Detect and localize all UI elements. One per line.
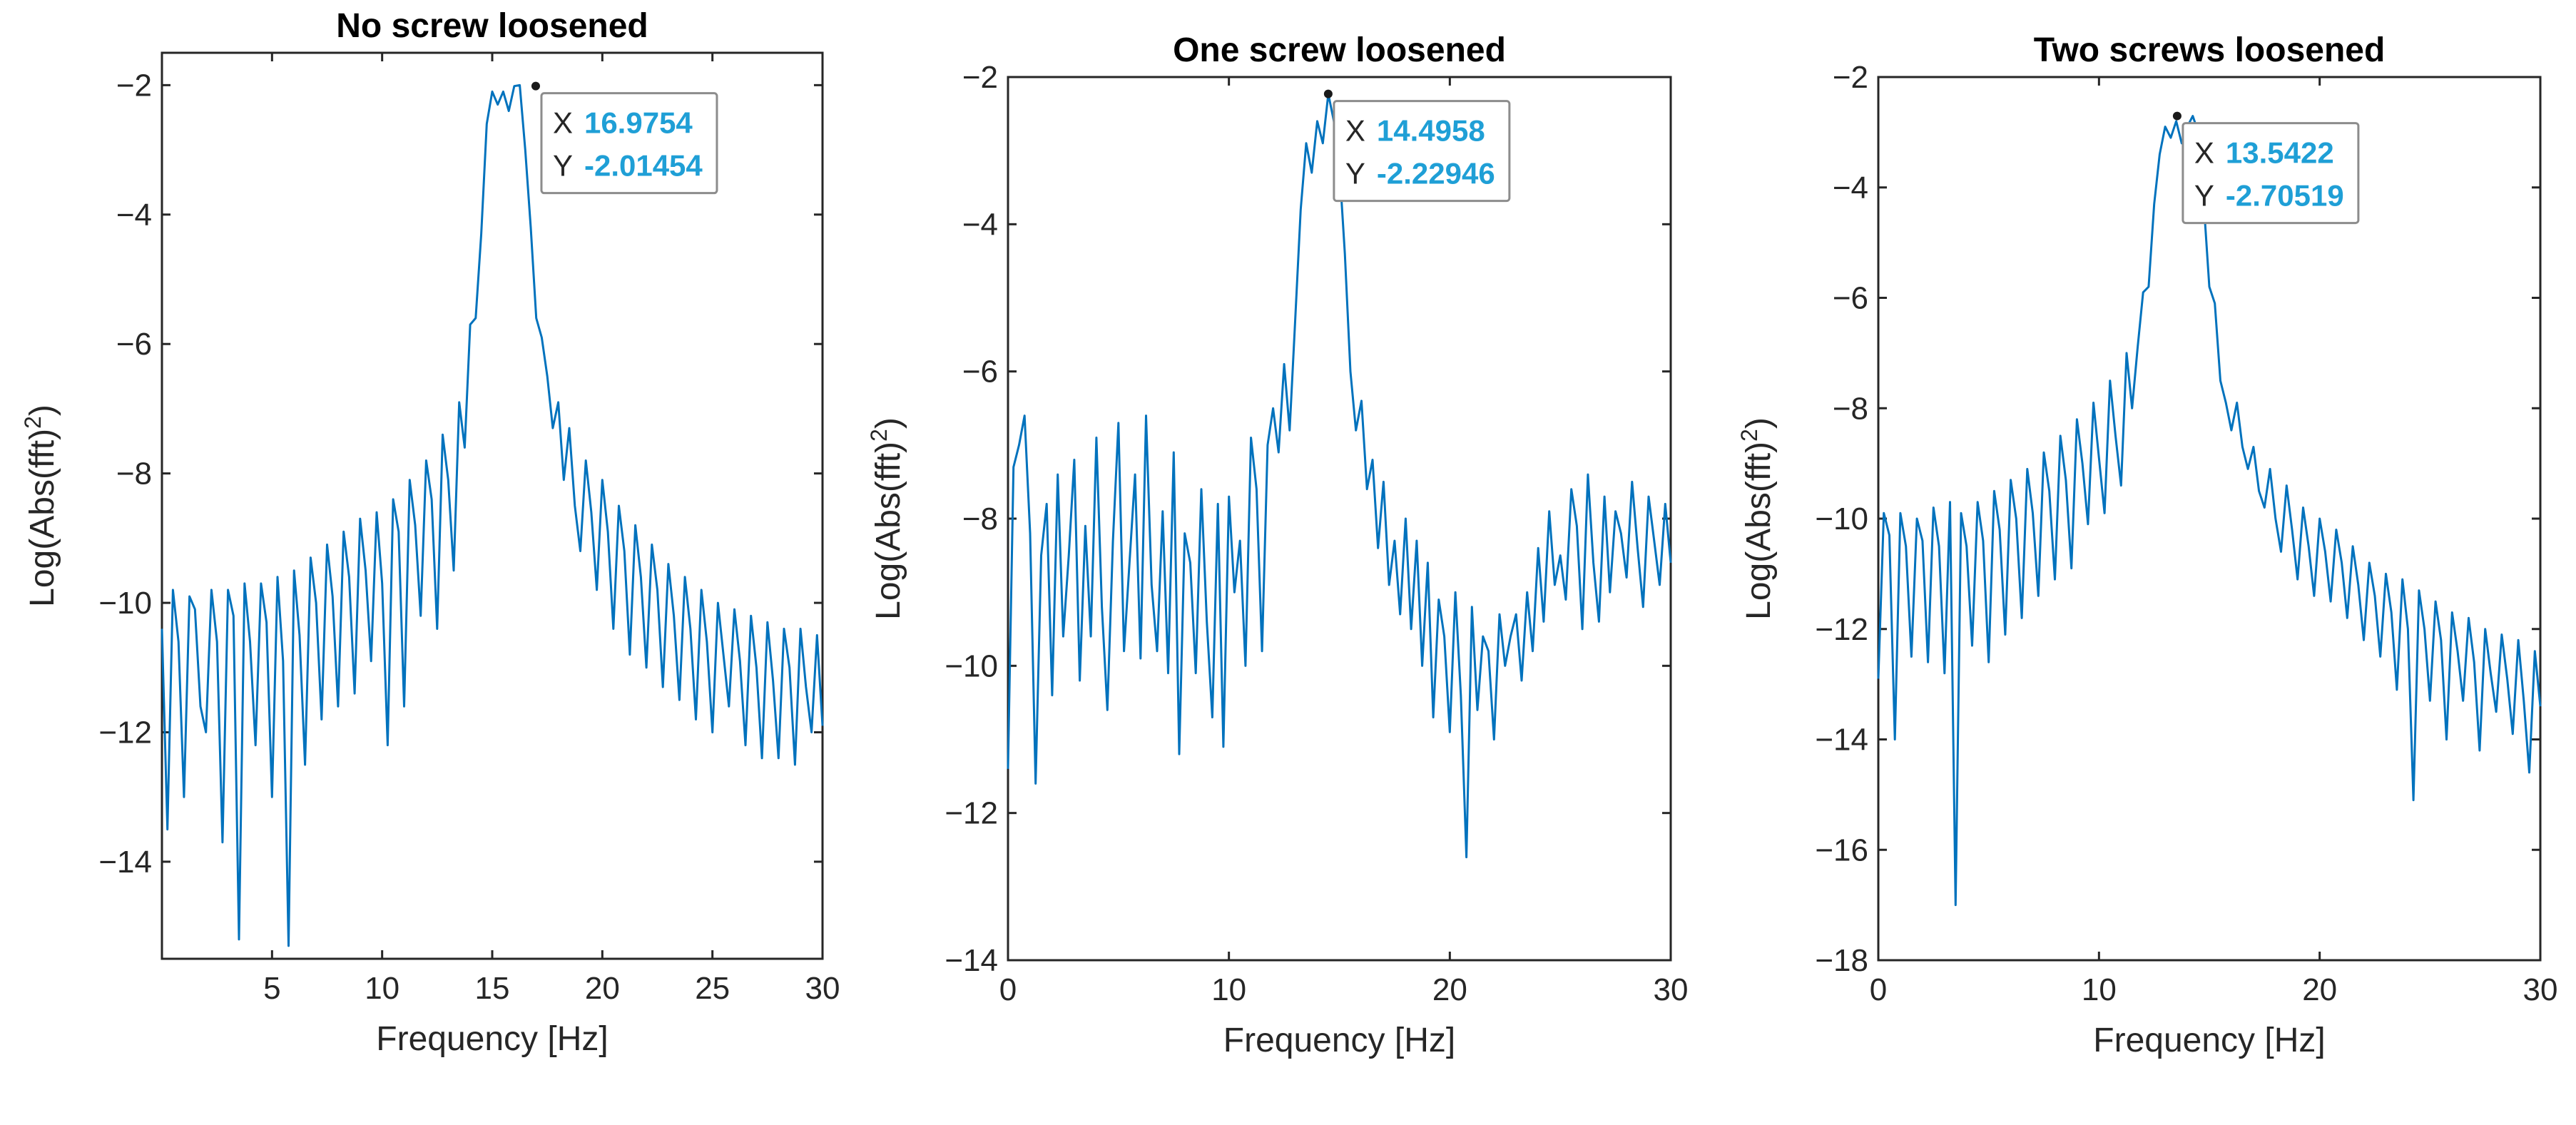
y-axis-label-main: Log(Abs(fft) [24, 429, 61, 607]
y-axis-label-main: Log(Abs(fft) [870, 442, 907, 620]
x-tick-label: 0 [1870, 972, 1887, 1007]
y-tick-label: −14 [945, 943, 998, 978]
y-tick-label: −16 [1815, 833, 1868, 867]
y-tick-label: −6 [962, 355, 998, 390]
datatip-y-value: -2.01454 [584, 149, 703, 183]
datatip-box [540, 92, 718, 195]
datatip-x-value: 13.5422 [2226, 136, 2334, 170]
y-axis-label-main: Log(Abs(fft) [1740, 442, 1778, 620]
chart-title: One screw loosened [1173, 31, 1506, 69]
datatip-x-value: 16.9754 [584, 106, 693, 140]
y-tick-label: −12 [98, 716, 152, 750]
y-axis-label: Log(Abs(fft)2) [20, 404, 61, 607]
x-tick-label: 30 [805, 971, 840, 1006]
datatip-marker[interactable] [2172, 111, 2182, 121]
x-tick-label: 10 [2082, 972, 2117, 1007]
y-axis-label-superscript: 2 [866, 429, 892, 442]
chart-panel-3: 0 10 20 30 −18 −16 −14 −12 −10 −8 −6 −4 −2 Two screws… [1736, 31, 2557, 1059]
y-axis-label-close: ) [1740, 417, 1778, 429]
chart-title: No screw loosened [336, 7, 648, 45]
y-tick-label: −2 [1833, 60, 1868, 95]
y-tick-label: −8 [116, 457, 152, 492]
datatip-x-value: 14.4958 [1377, 114, 1485, 148]
series-line-spectrum [161, 83, 824, 947]
x-tick-label: 20 [1432, 972, 1467, 1007]
datatip-marker[interactable] [1323, 89, 1333, 98]
y-tick-label: −10 [945, 648, 998, 683]
chart-panel-1: 5 10 15 20 25 30 −14 −12 −10 −8 −6 −4 −2 No screw loo… [20, 7, 840, 1058]
x-tick-label: 30 [2523, 972, 2558, 1007]
y-tick-label: −12 [1815, 612, 1868, 647]
chart-title: Two screws loosened [2034, 31, 2386, 69]
y-tick-label: −4 [116, 198, 152, 233]
y-tick-label: −14 [1815, 723, 1868, 758]
x-tick-label: 25 [695, 971, 730, 1006]
y-tick-label: −12 [945, 796, 998, 831]
datatip-y-key: Y [553, 149, 573, 183]
y-tick-label: −10 [98, 586, 152, 621]
datatip-y-value: -2.22946 [1377, 157, 1495, 190]
x-tick-label: 0 [999, 972, 1017, 1007]
x-tick-label: 10 [1211, 972, 1246, 1007]
x-tick-label: 20 [2302, 972, 2337, 1007]
datatip-x-key: X [1345, 114, 1365, 148]
y-tick-label: −10 [1815, 502, 1868, 536]
x-tick-label: 30 [1654, 972, 1689, 1007]
datatip-x-key: X [2194, 136, 2214, 170]
y-axis-label: Log(Abs(fft)2) [866, 417, 907, 620]
y-tick-label: −2 [116, 68, 152, 103]
y-axis-label-close: ) [870, 417, 907, 429]
x-tick-label: 5 [263, 971, 280, 1006]
x-axis-label: Frequency [Hz] [2093, 1022, 2325, 1059]
plot-area [1877, 76, 2542, 962]
y-axis-label-close: ) [24, 404, 61, 416]
y-axis-label-superscript: 2 [1736, 429, 1762, 442]
datatip[interactable]: X 16.9754 Y -2.01454 [540, 92, 718, 195]
y-tick-label: −14 [98, 845, 152, 880]
x-tick-label: 10 [365, 971, 399, 1006]
y-tick-label: −8 [1833, 391, 1868, 426]
datatip-y-key: Y [2194, 179, 2214, 213]
x-axis-label: Frequency [Hz] [376, 1020, 608, 1058]
y-tick-label: −4 [1833, 170, 1868, 205]
datatip-marker[interactable] [531, 81, 540, 91]
x-tick-label: 15 [475, 971, 510, 1006]
datatip[interactable]: X 13.5422 Y -2.70519 [2182, 122, 2360, 225]
datatip-y-value: -2.70519 [2226, 179, 2344, 213]
y-tick-label: −18 [1815, 943, 1868, 978]
series-line-spectrum [1877, 115, 2542, 907]
y-tick-label: −2 [962, 60, 998, 95]
y-tick-label: −4 [962, 207, 998, 242]
y-axis-label-superscript: 2 [20, 416, 46, 429]
x-axis-label: Frequency [Hz] [1223, 1022, 1455, 1059]
x-tick-label: 20 [585, 971, 620, 1006]
datatip-box [2182, 122, 2360, 225]
datatip-y-key: Y [1345, 157, 1365, 190]
datatip-box [1333, 100, 1511, 203]
datatip[interactable]: X 14.4958 Y -2.22946 [1333, 100, 1511, 203]
y-tick-label: −8 [962, 502, 998, 536]
y-tick-label: −6 [116, 327, 152, 362]
datatip-x-key: X [553, 106, 573, 140]
plot-area [161, 51, 824, 960]
y-axis-label: Log(Abs(fft)2) [1736, 417, 1778, 620]
chart-panel-2: 0 10 20 30 −14 −12 −10 −8 −6 −4 −2 One screw loosen… [866, 31, 1688, 1059]
plot-area [1007, 76, 1672, 962]
y-tick-label: −6 [1833, 281, 1868, 316]
